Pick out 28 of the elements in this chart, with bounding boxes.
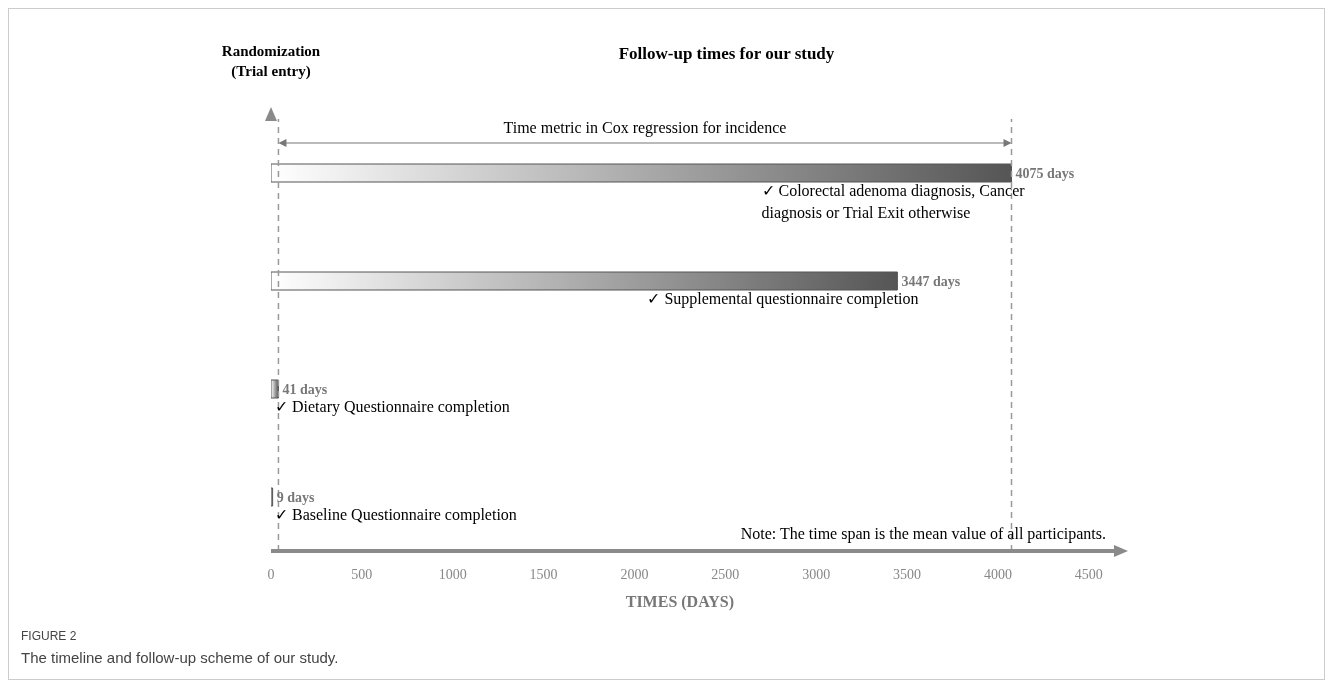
bar	[271, 271, 898, 291]
x-tick-label: 4500	[1074, 566, 1103, 582]
caption: FIGURE 2	[21, 629, 77, 643]
annotation: ✓ Dietary Questionnaire completion	[275, 397, 510, 418]
bar	[271, 163, 1013, 183]
x-tick-label: 500	[351, 566, 373, 582]
text: The timeline and follow-up scheme of our study.	[21, 649, 339, 666]
annotation: Time metric in Cox regression for incidence	[502, 119, 788, 137]
annotation: ✓ Supplemental questionnaire completion	[647, 289, 919, 310]
chart-title: Follow-up times for our study	[618, 44, 835, 63]
x-tick-label: 4000	[983, 566, 1012, 582]
x-tick-label: 3000	[802, 566, 831, 582]
y-axis-title: Randomization (Trial entry)	[220, 42, 322, 81]
x-axis-title: TIMES (DAYS)	[624, 593, 736, 611]
x-tick-label: 2500	[711, 566, 740, 582]
x-tick-label: 1500	[529, 566, 558, 582]
data-label: 9 days	[276, 490, 315, 505]
x-tick-label: 1000	[438, 566, 467, 582]
annotation: ✓ Colorectal adenoma diagnosis, Cancer diagnosis or Trial Exit otherwise	[761, 181, 1026, 224]
annotation: Note: The time span is the mean value of all participants.	[740, 525, 1106, 543]
x-tick-label: 0	[267, 566, 275, 582]
x-tick-label: 3500	[893, 566, 922, 582]
annotation: ✓ Baseline Questionnaire completion	[275, 505, 517, 526]
data-label: 41 days	[282, 382, 328, 397]
data-label: 3447 days	[901, 274, 961, 289]
bar	[271, 379, 279, 399]
data-label: 4075 days	[1015, 166, 1075, 181]
x-tick-label: 2000	[620, 566, 649, 582]
